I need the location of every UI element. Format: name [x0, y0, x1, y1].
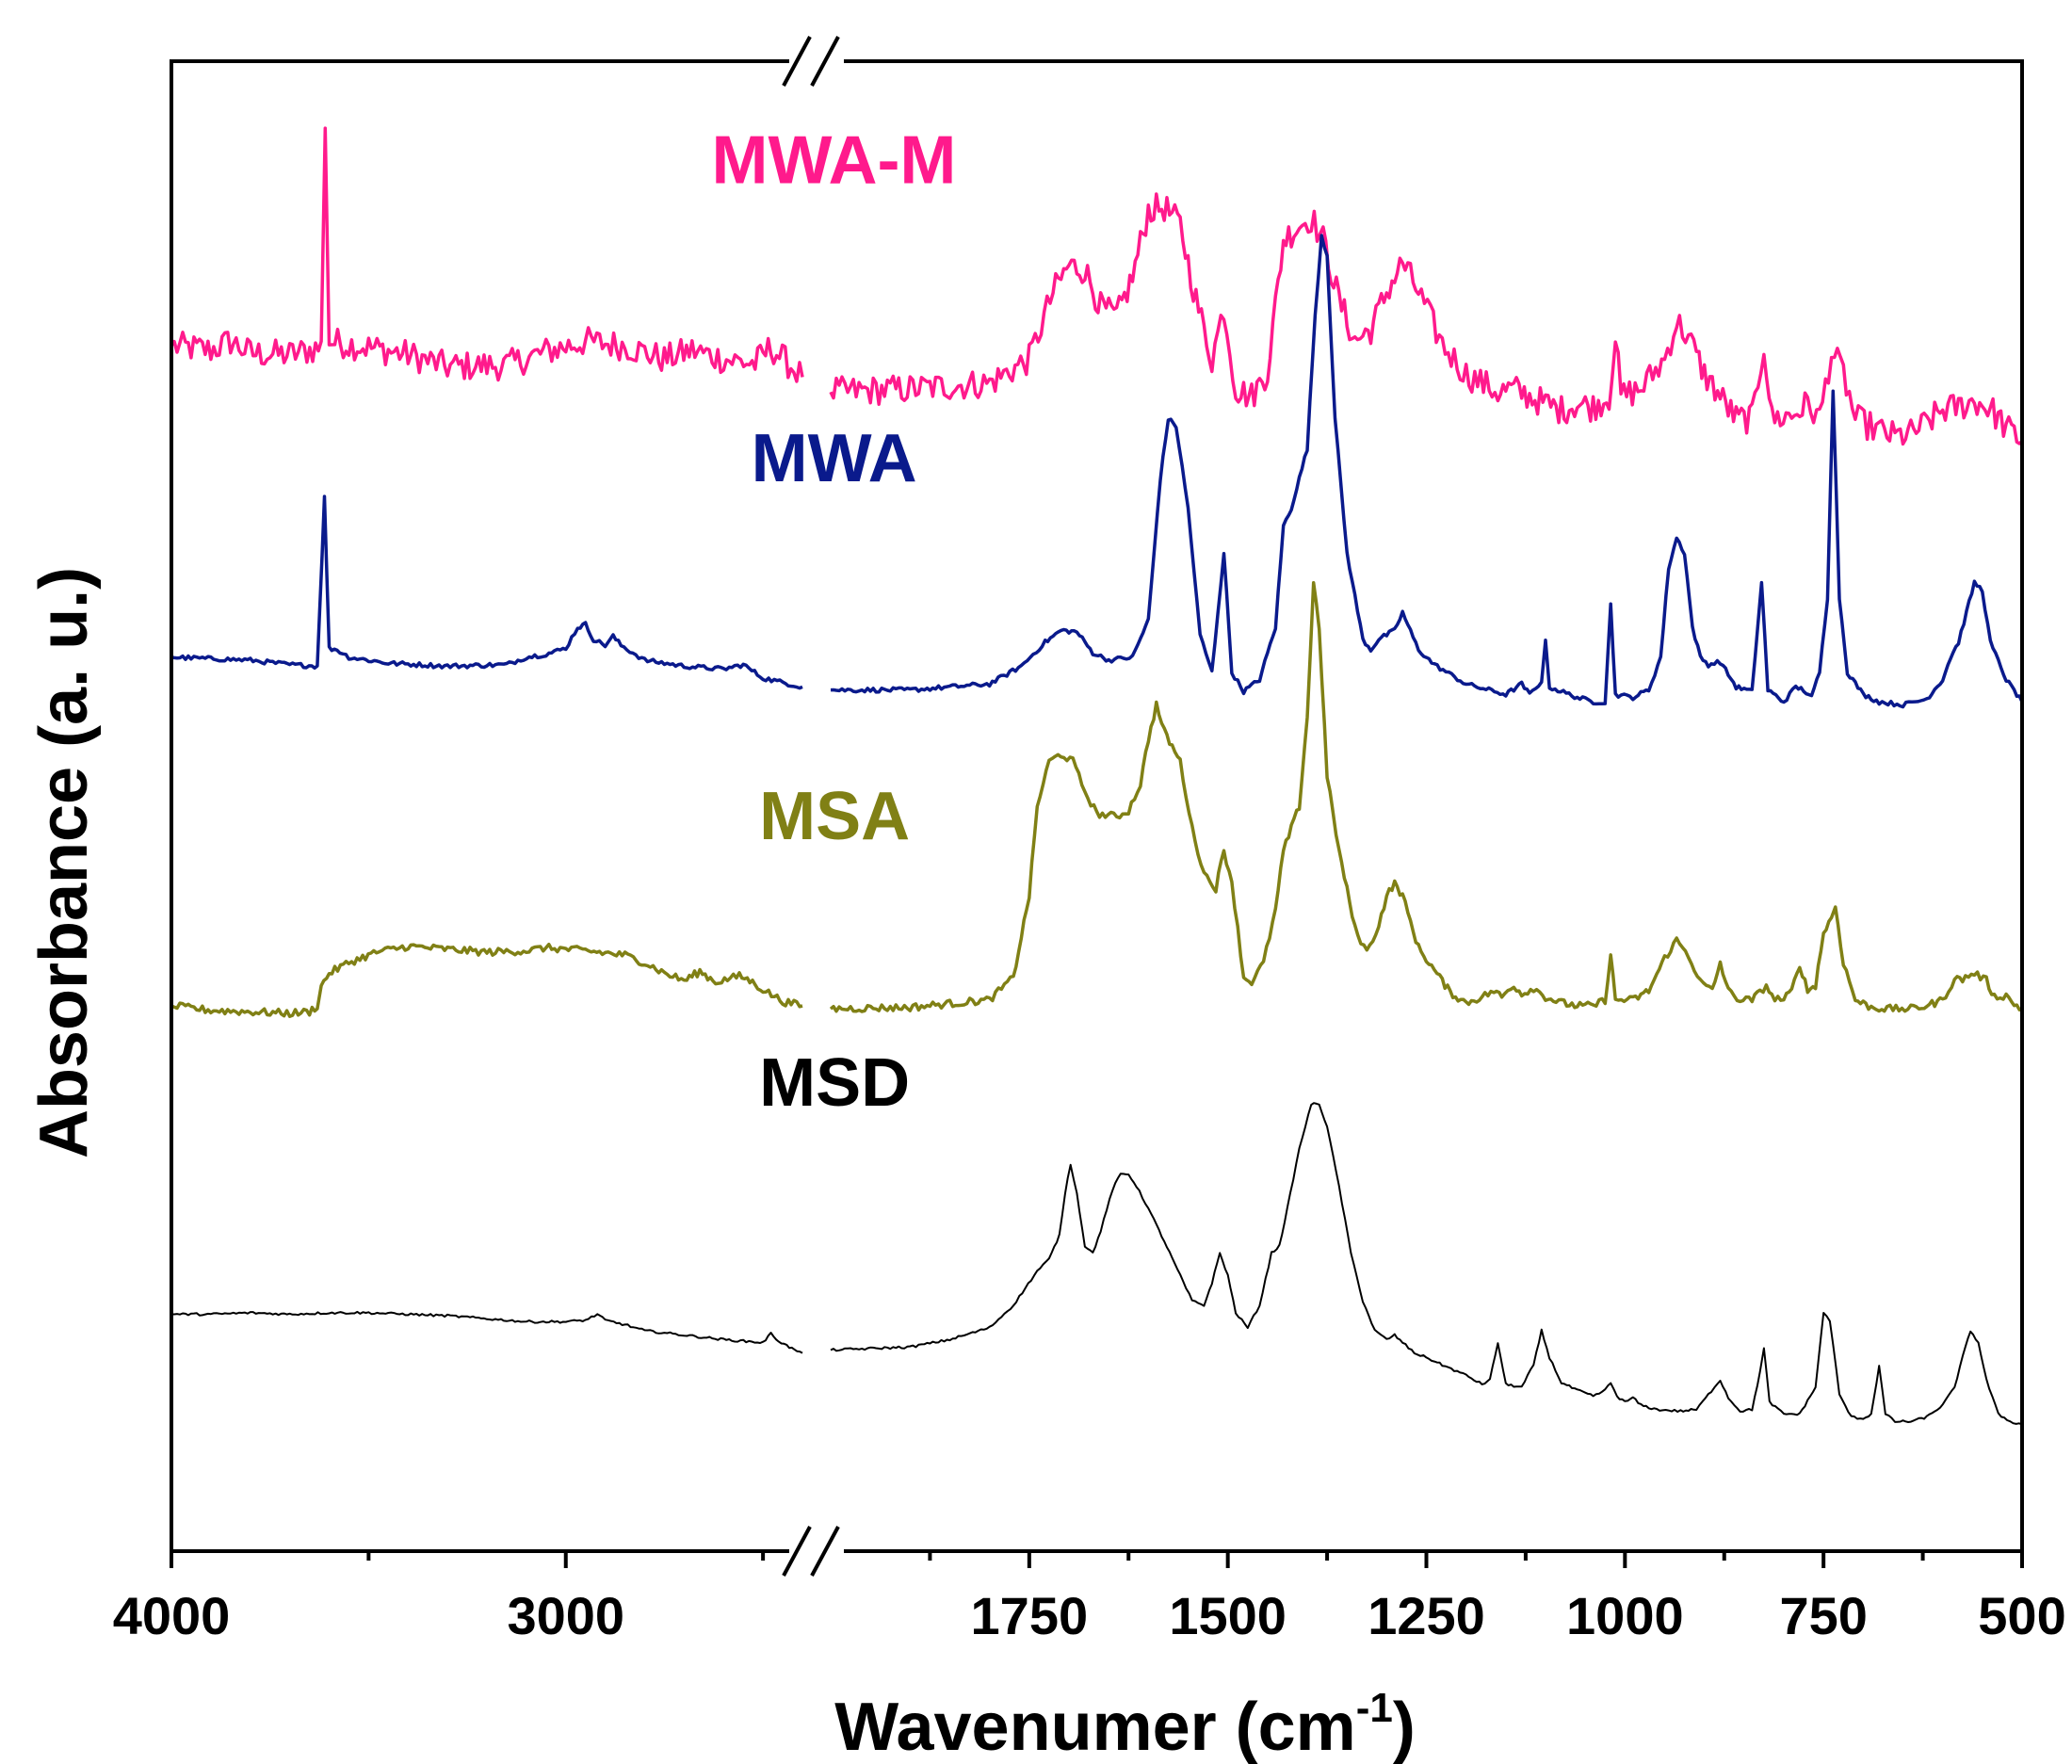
x-tick-label: 1000 — [1566, 1586, 1684, 1645]
series-line-mwa-segment-1 — [170, 494, 803, 690]
x-axis-title: Wavenumer (cm-1) — [834, 1685, 1416, 1764]
series-line-mwa-m-segment-1 — [170, 126, 804, 383]
x-axis-title-suffix: ) — [1393, 1690, 1416, 1764]
x-axis-title-main: Wavenumer (cm — [834, 1690, 1356, 1764]
x-tick-label: 1750 — [971, 1586, 1089, 1645]
series-label-mwa-m: MWA-M — [712, 123, 957, 199]
y-axis-title: Absorbance (a. u.) — [26, 567, 102, 1158]
series-line-mwa-segment-2 — [830, 234, 2024, 709]
series-label-mwa: MWA — [752, 421, 917, 496]
series-labels: MWA-M MWA MSA MSD — [712, 123, 957, 1121]
plot-frame — [170, 36, 2024, 1577]
x-tick-label: 500 — [1978, 1586, 2065, 1645]
series-layer — [170, 126, 2024, 1426]
axis-break-mark-top-1 — [782, 36, 812, 87]
series-line-msa-segment-2 — [829, 580, 2023, 1013]
x-tick-label: 3000 — [507, 1586, 624, 1645]
axis-break-mark-bottom-1 — [782, 1526, 812, 1577]
series-line-mwa-m-segment-2 — [829, 192, 2024, 446]
x-axis-ticks: 4000 3000 1750 1500 1250 1000 750 500 — [113, 1551, 2066, 1645]
axis-break-mark-bottom-2 — [810, 1526, 840, 1577]
x-tick-label: 750 — [1779, 1586, 1867, 1645]
x-axis-title-superscript: -1 — [1356, 1685, 1393, 1731]
series-label-msa: MSA — [759, 779, 910, 854]
x-tick-label: 1500 — [1169, 1586, 1287, 1645]
series-label-msd: MSD — [759, 1045, 910, 1121]
axis-break-mark-top-2 — [810, 36, 840, 87]
x-tick-label: 1250 — [1368, 1586, 1485, 1645]
series-line-msd-segment-1 — [171, 1310, 803, 1354]
series-line-msa-segment-1 — [170, 942, 803, 1018]
series-line-msd-segment-2 — [830, 1102, 2023, 1426]
x-tick-label: 4000 — [113, 1586, 231, 1645]
